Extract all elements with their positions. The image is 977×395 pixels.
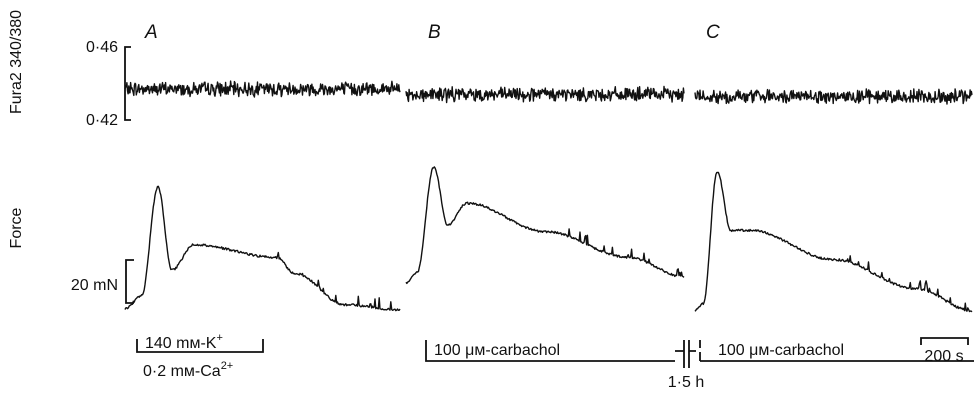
time-break-left: [675, 340, 689, 368]
ratio-trace-c: [695, 89, 972, 104]
ratio-tick-lower: 0·42: [86, 112, 118, 129]
time-break-right: [689, 340, 700, 361]
panel-label-b: B: [428, 22, 441, 43]
stimulus-label-b: 100 μм-carbachol: [434, 342, 560, 359]
panel-label-a: A: [144, 22, 158, 43]
panel-label-c: C: [706, 22, 720, 43]
ratio-tick-upper: 0·46: [86, 39, 118, 56]
force-trace-c: [695, 173, 972, 312]
force-trace-a: [125, 186, 400, 310]
time-break-label: 1·5 h: [668, 374, 704, 391]
time-scale-label: 200 s: [924, 348, 963, 365]
force-axis-label: Force: [8, 207, 25, 248]
stimulus-label-c: 100 μм-carbachol: [718, 342, 844, 359]
ratio-trace-b: [406, 87, 684, 103]
time-scale-bar: [921, 338, 968, 345]
stimulus-label-a-ca: 0·2 mм-Ca2+: [143, 360, 233, 380]
stimulus-label-a-k: 140 mм-K+: [145, 332, 223, 352]
force-scale-label: 20 mN: [71, 277, 118, 294]
force-trace-b: [406, 167, 684, 284]
force-scale-bracket: [126, 260, 134, 303]
ratio-axis-label: Fura2 340/380: [8, 10, 25, 114]
ratio-trace-a: [125, 81, 400, 97]
